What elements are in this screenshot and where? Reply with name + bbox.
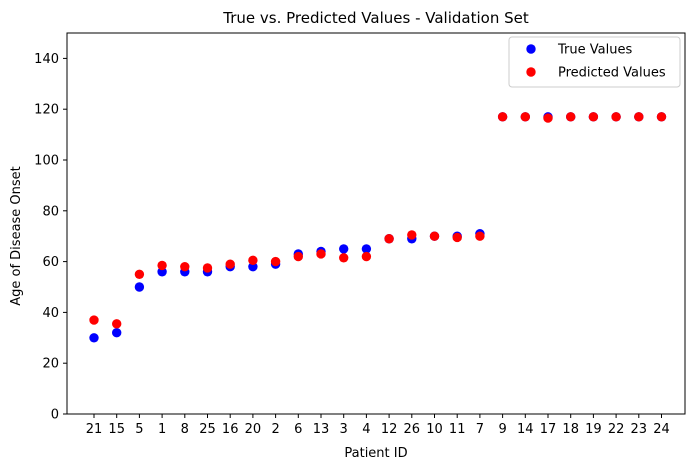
data-point	[248, 255, 258, 266]
x-tick-label: 18	[562, 422, 579, 437]
y-tick-label: 0	[51, 408, 59, 423]
x-tick-label: 10	[426, 422, 443, 437]
data-point	[316, 249, 326, 259]
x-tick-label: 15	[108, 422, 125, 437]
x-tick-label: 21	[86, 422, 103, 437]
x-tick-label: 25	[199, 422, 216, 437]
data-point	[475, 231, 485, 241]
legend-label: Predicted Values	[558, 66, 666, 81]
x-tick-label: 23	[631, 422, 648, 437]
data-point	[293, 251, 303, 262]
x-axis-label: Patient ID	[344, 446, 407, 461]
y-tick-label: 120	[34, 103, 59, 118]
y-tick-label: 60	[42, 255, 59, 270]
data-point	[89, 333, 99, 343]
axes-frame	[66, 32, 686, 415]
chart-title: True vs. Predicted Values - Validation S…	[222, 9, 529, 27]
series-predicted-values	[89, 112, 667, 329]
data-point	[429, 231, 440, 241]
x-tick-label: 4	[362, 422, 370, 437]
y-tick-label: 100	[34, 154, 59, 169]
data-point	[225, 259, 235, 269]
x-tick-label: 5	[135, 422, 143, 437]
data-point	[89, 315, 99, 325]
x-tick-label: 24	[653, 422, 670, 437]
data-point	[112, 328, 122, 338]
x-tick-label: 14	[517, 422, 534, 437]
x-tick-label: 2	[271, 422, 279, 437]
x-tick-label: 6	[294, 422, 302, 437]
data-point	[520, 112, 530, 122]
legend-marker	[526, 44, 536, 54]
x-tick-label: 17	[540, 422, 557, 437]
data-point	[361, 251, 372, 262]
data-point	[339, 253, 349, 263]
data-point	[339, 244, 349, 254]
legend-marker	[526, 67, 536, 77]
data-point	[611, 112, 621, 122]
data-point	[112, 319, 122, 329]
data-point	[157, 260, 167, 271]
x-tick-label: 3	[340, 422, 348, 437]
x-tick-label: 20	[245, 422, 262, 437]
x-tick-label: 19	[585, 422, 602, 437]
data-point	[180, 261, 190, 272]
data-point	[452, 232, 462, 243]
x-tick-label: 22	[608, 422, 625, 437]
data-point	[656, 112, 667, 122]
x-tick-label: 13	[313, 422, 330, 437]
data-point	[497, 112, 508, 122]
legend-label: True Values	[557, 43, 632, 58]
x-tick-label: 12	[381, 422, 398, 437]
data-point	[202, 263, 213, 273]
data-point	[543, 113, 553, 123]
data-point	[361, 244, 372, 254]
y-tick-label: 80	[42, 204, 59, 219]
legend: True Values Predicted Values	[508, 36, 681, 88]
legend-box	[508, 36, 681, 88]
data-point	[566, 112, 576, 122]
x-tick-label: 26	[404, 422, 421, 437]
x-tick-label: 9	[498, 422, 506, 437]
y-tick-label: 20	[42, 357, 59, 372]
x-tick-label: 11	[449, 422, 466, 437]
data-point	[407, 230, 417, 240]
y-tick-label: 140	[34, 52, 59, 67]
data-point	[134, 282, 145, 292]
data-point	[270, 256, 281, 267]
x-tick-label: 7	[476, 422, 484, 437]
data-point	[384, 234, 394, 244]
x-tick-label: 16	[222, 422, 239, 437]
x-tick-label: 1	[158, 422, 166, 437]
y-axis-label: Age of Disease Onset	[9, 166, 24, 306]
data-point	[588, 112, 599, 122]
x-tick-label: 8	[181, 422, 189, 437]
y-tick-label: 40	[42, 306, 59, 321]
data-point	[134, 269, 145, 279]
data-point	[634, 112, 644, 122]
